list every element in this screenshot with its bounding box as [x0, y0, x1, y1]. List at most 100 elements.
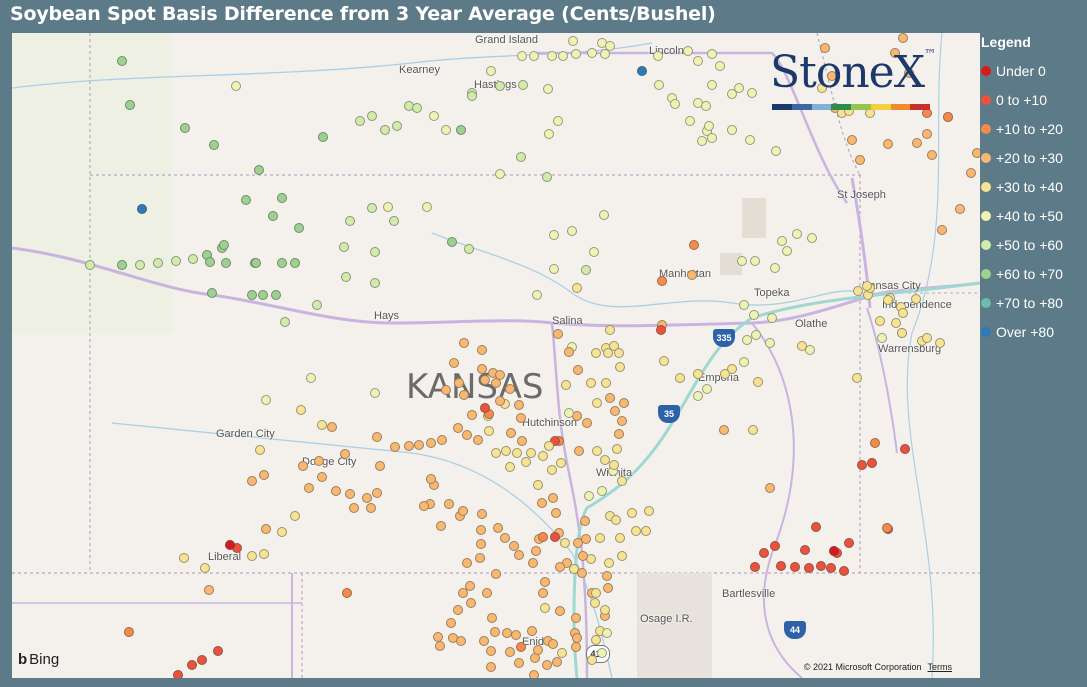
- basis-point-marker[interactable]: [533, 480, 543, 490]
- basis-point-marker[interactable]: [900, 444, 910, 454]
- basis-point-marker[interactable]: [380, 125, 390, 135]
- basis-point-marker[interactable]: [564, 408, 574, 418]
- basis-point-marker[interactable]: [571, 49, 581, 59]
- basis-point-marker[interactable]: [254, 165, 264, 175]
- basis-point-marker[interactable]: [739, 300, 749, 310]
- basis-point-marker[interactable]: [847, 135, 857, 145]
- basis-point-marker[interactable]: [327, 422, 337, 432]
- basis-point-marker[interactable]: [734, 83, 744, 93]
- basis-point-marker[interactable]: [548, 493, 558, 503]
- basis-point-marker[interactable]: [372, 488, 382, 498]
- basis-point-marker[interactable]: [584, 491, 594, 501]
- basis-point-marker[interactable]: [852, 373, 862, 383]
- basis-point-marker[interactable]: [572, 283, 582, 293]
- basis-point-marker[interactable]: [526, 448, 536, 458]
- basis-point-marker[interactable]: [659, 356, 669, 366]
- basis-point-marker[interactable]: [751, 330, 761, 340]
- basis-point-marker[interactable]: [600, 49, 610, 59]
- basis-point-marker[interactable]: [587, 48, 597, 58]
- basis-point-marker[interactable]: [459, 390, 469, 400]
- basis-point-marker[interactable]: [390, 442, 400, 452]
- basis-point-marker[interactable]: [466, 598, 476, 608]
- basis-point-marker[interactable]: [512, 448, 522, 458]
- basis-point-marker[interactable]: [447, 237, 457, 247]
- legend-item[interactable]: +40 to +50: [981, 201, 1087, 230]
- basis-point-marker[interactable]: [656, 325, 666, 335]
- basis-point-marker[interactable]: [506, 428, 516, 438]
- basis-point-marker[interactable]: [370, 247, 380, 257]
- basis-point-marker[interactable]: [538, 588, 548, 598]
- basis-point-marker[interactable]: [582, 418, 592, 428]
- basis-point-marker[interactable]: [247, 476, 257, 486]
- basis-point-marker[interactable]: [580, 516, 590, 526]
- basis-point-marker[interactable]: [571, 642, 581, 652]
- basis-point-marker[interactable]: [727, 89, 737, 99]
- basis-point-marker[interactable]: [697, 136, 707, 146]
- basis-point-marker[interactable]: [436, 521, 446, 531]
- basis-point-marker[interactable]: [188, 254, 198, 264]
- basis-point-marker[interactable]: [547, 51, 557, 61]
- basis-point-marker[interactable]: [514, 550, 524, 560]
- basis-point-marker[interactable]: [491, 569, 501, 579]
- basis-point-marker[interactable]: [514, 400, 524, 410]
- basis-point-marker[interactable]: [453, 423, 463, 433]
- basis-point-marker[interactable]: [897, 328, 907, 338]
- basis-point-marker[interactable]: [544, 129, 554, 139]
- basis-point-marker[interactable]: [435, 641, 445, 651]
- basis-point-marker[interactable]: [456, 636, 466, 646]
- basis-point-marker[interactable]: [597, 648, 607, 658]
- basis-point-marker[interactable]: [615, 533, 625, 543]
- basis-point-marker[interactable]: [604, 558, 614, 568]
- basis-point-marker[interactable]: [479, 636, 489, 646]
- basis-point-marker[interactable]: [383, 202, 393, 212]
- basis-point-marker[interactable]: [491, 448, 501, 458]
- basis-point-marker[interactable]: [171, 256, 181, 266]
- basis-point-marker[interactable]: [261, 395, 271, 405]
- basis-point-marker[interactable]: [577, 568, 587, 578]
- basis-point-marker[interactable]: [829, 546, 839, 556]
- basis-point-marker[interactable]: [117, 260, 127, 270]
- basis-point-marker[interactable]: [555, 606, 565, 616]
- basis-point-marker[interactable]: [867, 458, 877, 468]
- basis-point-marker[interactable]: [456, 125, 466, 135]
- legend-item[interactable]: Over +80: [981, 317, 1087, 346]
- basis-point-marker[interactable]: [592, 398, 602, 408]
- basis-point-marker[interactable]: [259, 470, 269, 480]
- basis-point-marker[interactable]: [290, 258, 300, 268]
- basis-point-marker[interactable]: [454, 378, 464, 388]
- basis-point-marker[interactable]: [595, 533, 605, 543]
- map-canvas[interactable]: KANSAS Grand Island Kearney Hastings Lin…: [12, 33, 980, 678]
- basis-point-marker[interactable]: [349, 503, 359, 513]
- basis-point-marker[interactable]: [306, 373, 316, 383]
- basis-point-marker[interactable]: [883, 295, 893, 305]
- basis-point-marker[interactable]: [820, 43, 830, 53]
- basis-point-marker[interactable]: [855, 155, 865, 165]
- basis-point-marker[interactable]: [590, 598, 600, 608]
- basis-point-marker[interactable]: [853, 286, 863, 296]
- basis-point-marker[interactable]: [610, 406, 620, 416]
- terms-link[interactable]: Terms: [927, 662, 953, 672]
- basis-point-marker[interactable]: [571, 613, 581, 623]
- basis-point-marker[interactable]: [484, 426, 494, 436]
- basis-point-marker[interactable]: [538, 532, 548, 542]
- basis-point-marker[interactable]: [493, 523, 503, 533]
- basis-point-marker[interactable]: [614, 429, 624, 439]
- basis-point-marker[interactable]: [614, 348, 624, 358]
- legend-item[interactable]: +70 to +80: [981, 288, 1087, 317]
- basis-point-marker[interactable]: [441, 385, 451, 395]
- basis-point-marker[interactable]: [870, 438, 880, 448]
- basis-point-marker[interactable]: [551, 508, 561, 518]
- basis-point-marker[interactable]: [85, 260, 95, 270]
- basis-point-marker[interactable]: [277, 258, 287, 268]
- basis-point-marker[interactable]: [179, 553, 189, 563]
- basis-point-marker[interactable]: [549, 264, 559, 274]
- basis-point-marker[interactable]: [375, 461, 385, 471]
- basis-point-marker[interactable]: [602, 628, 612, 638]
- basis-point-marker[interactable]: [935, 338, 945, 348]
- basis-point-marker[interactable]: [578, 551, 588, 561]
- basis-point-marker[interactable]: [153, 258, 163, 268]
- basis-point-marker[interactable]: [124, 627, 134, 637]
- basis-point-marker[interactable]: [458, 506, 468, 516]
- basis-point-marker[interactable]: [603, 583, 613, 593]
- basis-point-marker[interactable]: [890, 48, 900, 58]
